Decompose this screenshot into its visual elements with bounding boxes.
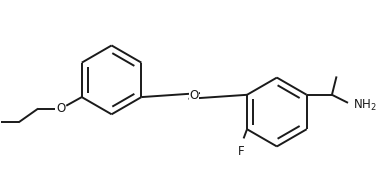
Text: O: O bbox=[189, 89, 199, 102]
Text: O: O bbox=[57, 102, 66, 115]
Text: NH$_2$: NH$_2$ bbox=[353, 97, 377, 113]
Text: F: F bbox=[238, 145, 244, 158]
